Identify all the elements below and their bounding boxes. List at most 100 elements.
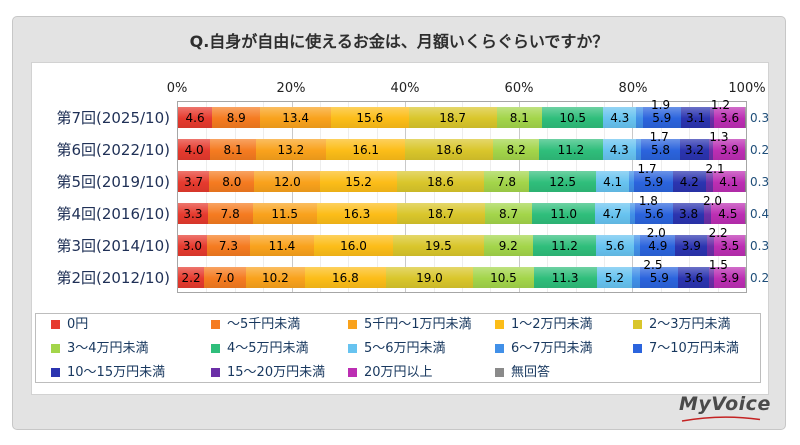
legend-label: 3～4万円未満 <box>67 340 149 356</box>
segment-value: 11.4 <box>268 238 296 253</box>
legend-label: 6～7万円未満 <box>511 340 593 356</box>
legend-swatch <box>51 319 60 329</box>
bar-segment: 15.6 <box>330 107 409 128</box>
segment-value-above: 1.2 <box>710 98 730 112</box>
myvoice-logo-text: MyVoice <box>679 393 771 415</box>
bar-segment: 4.6 <box>178 107 213 128</box>
minor-gridline <box>348 102 350 292</box>
segment-value: 19.0 <box>416 270 443 285</box>
legend-swatch <box>495 367 504 377</box>
bar-segment <box>704 203 711 224</box>
bar-segment: 18.6 <box>405 139 494 160</box>
legend-swatch <box>633 343 642 353</box>
segment-value: 4.1 <box>719 174 739 189</box>
bar-segment: 11.0 <box>532 203 596 224</box>
segment-value: 16.8 <box>332 270 359 285</box>
segment-value: 12.5 <box>549 174 576 189</box>
segment-value: 5.9 <box>652 110 672 125</box>
segment-value: 4.6 <box>185 110 205 125</box>
legend-item: 2～3万円未満 <box>633 315 760 333</box>
bar-segment: 5.2 <box>596 267 633 288</box>
segment-value-outside: 0.4 <box>750 206 770 221</box>
segment-value: 8.9 <box>226 110 246 125</box>
axis-tick: 80% <box>618 81 648 96</box>
legend-label: 4～5万円未満 <box>227 340 309 356</box>
minor-gridline <box>689 102 691 292</box>
legend-item: 無回答 <box>495 363 633 381</box>
bar-segment <box>705 171 713 192</box>
segment-value: 4.1 <box>603 174 623 189</box>
bar-segment <box>636 107 643 128</box>
category-label: 第5回(2019/10) <box>56 172 170 191</box>
legend-swatch <box>51 343 60 353</box>
legend-label: 無回答 <box>511 364 551 380</box>
segment-value-above: 2.0 <box>646 226 666 240</box>
legend-item: 15～20万円未満 <box>211 363 348 381</box>
segment-value-above: 1.7 <box>649 130 669 144</box>
bar-segment <box>744 203 747 224</box>
legend-swatch <box>211 343 220 353</box>
bar-segment: 3.3 <box>178 203 208 224</box>
bar-row: 3.0 7.3 11.4 16.0 19.5 9.2 11.2 5.6 2.0 4.9 3.9 2.2… <box>178 226 769 262</box>
segment-value-above: 2.5 <box>643 258 663 272</box>
segment-value: 3.0 <box>182 238 202 253</box>
segment-value: 12.0 <box>274 174 301 189</box>
legend-item: 6～7万円未満 <box>495 339 633 357</box>
minor-gridline <box>206 102 208 292</box>
legend-item: 0円 <box>51 315 211 333</box>
bar-segment <box>709 139 714 160</box>
legend-label: 15～20万円未満 <box>227 364 326 380</box>
segment-value: 19.5 <box>425 238 452 253</box>
bar-segment <box>633 235 641 256</box>
segment-value: 5.9 <box>649 270 669 285</box>
bar-segment: 16.0 <box>313 235 394 256</box>
legend-label: 5千円～1万円未満 <box>364 316 472 332</box>
bar-segment <box>629 203 636 224</box>
segment-value: 18.7 <box>439 110 466 125</box>
bar-segment: 4.5 <box>710 203 745 224</box>
minor-gridline <box>604 102 605 292</box>
segment-value-above: 1.3 <box>709 130 729 144</box>
minor-gridline <box>575 102 577 292</box>
bar-segment: 8.2 <box>493 139 540 160</box>
bar-segment: 9.2 <box>483 235 533 256</box>
bar-segment: 5.9 <box>640 267 679 288</box>
bar-segment: 7.8 <box>484 171 529 192</box>
segment-value: 7.0 <box>215 270 235 285</box>
bar-segment: 10.2 <box>245 267 306 288</box>
legend-swatch <box>348 367 357 377</box>
bar-segment: 5.9 <box>642 107 681 128</box>
segment-value: 3.5 <box>720 238 740 253</box>
segment-value: 11.0 <box>550 206 578 221</box>
legend-item: 7～10万円未満 <box>633 339 760 357</box>
stacked-bar: 4.6 8.9 13.4 15.6 18.7 8.1 10.5 4.3 1.9 5.9 3.1 1.2… <box>178 99 769 128</box>
bar-segment: 3.1 <box>680 107 711 128</box>
minor-gridline <box>263 102 265 292</box>
segment-value: 8.2 <box>506 142 526 157</box>
bar-segment: 13.4 <box>260 107 331 128</box>
legend-label: 1～2万円未満 <box>511 316 593 332</box>
bar-row: 3.3 7.8 11.5 16.3 18.7 8.7 11.0 4.7 1.8 5.6 3.8 2.0… <box>178 195 769 230</box>
segment-value: 9.2 <box>498 238 518 253</box>
legend-swatch <box>211 367 220 377</box>
legend-item: 4～5万円未満 <box>211 339 348 357</box>
bar-segment: 3.5 <box>714 235 746 256</box>
bar-segment: 18.7 <box>408 107 497 128</box>
bar-segment: 19.5 <box>393 235 484 256</box>
bar-segment: 11.5 <box>252 203 317 224</box>
legend-swatch <box>495 319 504 329</box>
segment-value: 11.2 <box>557 142 585 157</box>
segment-value: 2.2 <box>181 270 201 285</box>
bar-segment: 4.2 <box>672 171 706 192</box>
chart-title: Q.自身が自由に使えるお金は、月額いくらぐらいですか？ <box>189 32 609 51</box>
segment-value-outside: 0.3 <box>750 110 770 125</box>
bar-segment: 4.1 <box>712 171 746 192</box>
stacked-bar: 3.7 8.0 12.0 15.2 18.6 7.8 12.5 4.1 1.7 5.9 4.2 2.1… <box>178 163 769 192</box>
segment-value-outside: 0.2 <box>750 142 770 157</box>
bar-segment: 8.9 <box>212 107 261 128</box>
legend-label: 0円 <box>67 316 89 332</box>
bar-segment <box>708 267 714 288</box>
segment-value: 11.5 <box>271 206 299 221</box>
bar-row: 2.2 7.0 10.2 16.8 19.0 10.5 11.3 5.2 2.5 5.9 3.6 1.… <box>178 258 769 294</box>
segment-value: 7.3 <box>218 238 238 253</box>
